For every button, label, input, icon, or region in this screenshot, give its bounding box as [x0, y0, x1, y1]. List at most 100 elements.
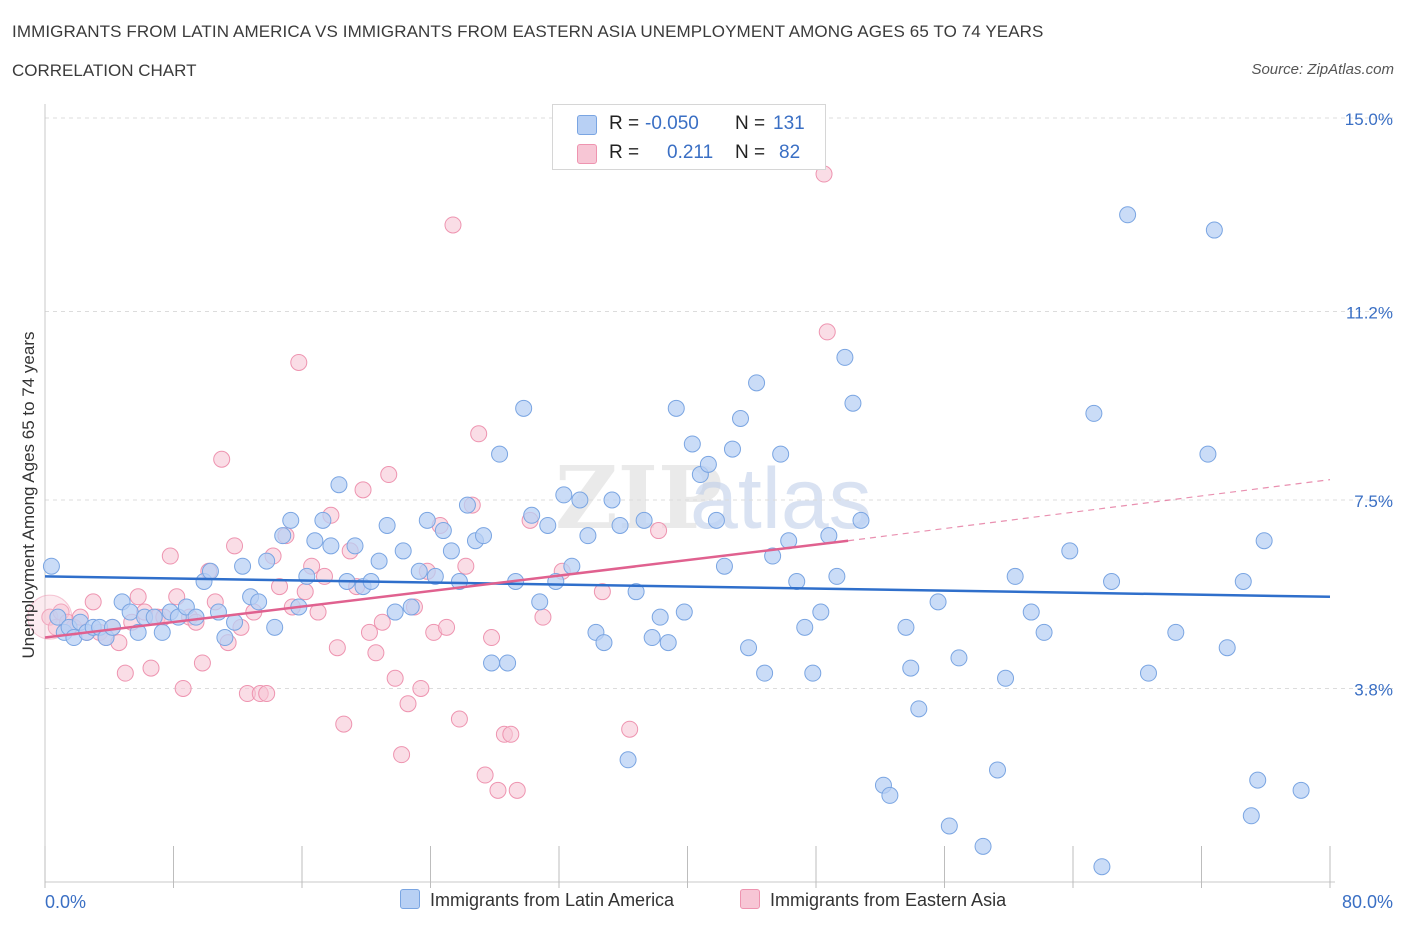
data-point-eastern-asia	[161, 547, 179, 565]
data-point-latin-america	[740, 639, 758, 657]
data-point-latin-america	[531, 593, 549, 611]
data-point-latin-america	[707, 511, 725, 529]
data-point-eastern-asia	[84, 593, 102, 611]
data-point-latin-america	[523, 506, 541, 524]
data-point-eastern-asia	[650, 522, 668, 540]
data-point-latin-america	[418, 511, 436, 529]
data-point-latin-america	[314, 511, 332, 529]
data-point-latin-america	[1292, 781, 1310, 799]
data-point-latin-america	[1242, 807, 1260, 825]
bottom-legend-label-pink: Immigrants from Eastern Asia	[770, 890, 1007, 910]
data-point-latin-america	[1085, 404, 1103, 422]
data-point-latin-america	[410, 562, 428, 580]
data-point-latin-america	[1249, 771, 1267, 789]
data-point-eastern-asia	[818, 323, 836, 341]
data-point-latin-america	[796, 618, 814, 636]
data-point-latin-america	[812, 603, 830, 621]
data-point-latin-america	[910, 700, 928, 718]
data-point-eastern-asia	[360, 623, 378, 641]
data-point-eastern-asia	[534, 608, 552, 626]
data-point-latin-america	[42, 557, 60, 575]
data-point-latin-america	[1255, 532, 1273, 550]
y-tick-label: 3.8%	[1354, 680, 1393, 699]
data-point-latin-america	[346, 537, 364, 555]
data-point-latin-america	[298, 567, 316, 585]
data-point-latin-america	[322, 537, 340, 555]
data-point-latin-america	[997, 669, 1015, 687]
data-point-latin-america	[651, 608, 669, 626]
data-point-latin-america	[1006, 567, 1024, 585]
data-point-latin-america	[699, 455, 717, 473]
data-point-eastern-asia	[489, 781, 507, 799]
data-point-latin-america	[306, 532, 324, 550]
data-point-latin-america	[756, 664, 774, 682]
data-point-eastern-asia	[621, 720, 639, 738]
data-point-latin-america	[635, 511, 653, 529]
data-point-latin-america	[226, 613, 244, 631]
data-point-latin-america	[475, 527, 493, 545]
data-point-eastern-asia	[444, 216, 462, 234]
data-point-latin-america	[772, 445, 790, 463]
correlation-legend: R = -0.050 N = 131 R = 0.211 N = 82	[552, 104, 826, 170]
data-point-latin-america	[940, 817, 958, 835]
data-point-latin-america	[902, 659, 920, 677]
data-point-eastern-asia	[193, 654, 211, 672]
data-point-latin-america	[1205, 221, 1223, 239]
data-point-eastern-asia	[290, 353, 308, 371]
data-point-latin-america	[828, 567, 846, 585]
watermark-atlas: atlas	[690, 451, 872, 547]
data-point-latin-america	[1234, 572, 1252, 590]
data-point-eastern-asia	[386, 669, 404, 687]
x-tick-label-max: 80.0%	[1342, 892, 1393, 912]
data-point-latin-america	[539, 516, 557, 534]
legend-n-value-pink: 82	[779, 142, 801, 163]
data-point-eastern-asia	[483, 629, 501, 647]
legend-n-label: N =	[735, 113, 766, 134]
chart-title: IMMIGRANTS FROM LATIN AMERICA VS IMMIGRA…	[12, 22, 1044, 41]
data-point-latin-america	[683, 435, 701, 453]
data-point-latin-america	[282, 511, 300, 529]
data-point-latin-america	[989, 761, 1007, 779]
data-point-latin-america	[1167, 623, 1185, 641]
data-point-latin-america	[434, 522, 452, 540]
data-point-eastern-asia	[226, 537, 244, 555]
data-point-latin-america	[216, 629, 234, 647]
data-point-eastern-asia	[380, 466, 398, 484]
data-point-latin-america	[732, 410, 750, 428]
data-point-latin-america	[1022, 603, 1040, 621]
data-point-latin-america	[881, 786, 899, 804]
trendline-eastern-asia	[44, 539, 849, 639]
data-point-latin-america	[715, 557, 733, 575]
data-point-latin-america	[378, 516, 396, 534]
data-point-eastern-asia	[412, 679, 430, 697]
legend-r-label: R =	[609, 142, 640, 163]
data-point-latin-america	[1103, 572, 1121, 590]
data-point-latin-america	[1119, 206, 1137, 224]
data-point-latin-america	[748, 374, 766, 392]
legend-r-value-blue: -0.050	[645, 113, 699, 134]
data-point-latin-america	[330, 476, 348, 494]
data-point-latin-america	[836, 348, 854, 366]
data-point-eastern-asia	[271, 578, 289, 596]
bottom-legend-swatch-pink	[740, 889, 760, 909]
data-point-latin-america	[603, 491, 621, 509]
legend-n-value-blue: 131	[773, 113, 805, 134]
data-point-eastern-asia	[213, 450, 231, 468]
data-point-latin-america	[611, 516, 629, 534]
chart-subtitle: CORRELATION CHART	[12, 61, 197, 80]
data-point-eastern-asia	[470, 425, 488, 443]
data-point-eastern-asia	[373, 613, 391, 631]
y-axis-label: Unemployment Among Ages 65 to 74 years	[19, 332, 38, 659]
data-point-latin-america	[764, 547, 782, 565]
data-point-latin-america	[804, 664, 822, 682]
data-point-latin-america	[266, 618, 284, 636]
data-point-latin-america	[458, 496, 476, 514]
data-point-eastern-asia	[258, 685, 276, 703]
data-point-eastern-asia	[393, 746, 411, 764]
bottom-legend-label-blue: Immigrants from Latin America	[430, 890, 675, 910]
data-point-latin-america	[370, 552, 388, 570]
data-point-eastern-asia	[367, 644, 385, 662]
data-point-latin-america	[1035, 623, 1053, 641]
data-point-eastern-asia	[593, 583, 611, 601]
